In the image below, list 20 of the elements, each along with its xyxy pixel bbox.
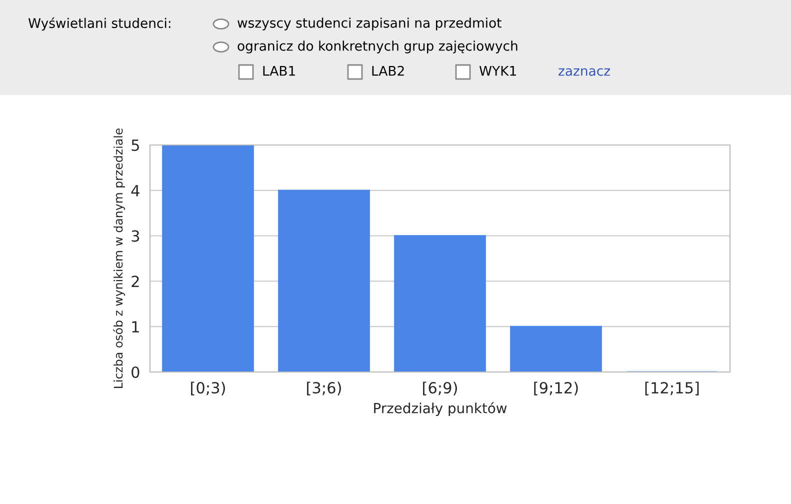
y-tick-label: 2 bbox=[132, 276, 139, 288]
y-axis-title: Liczba osób z wynikiem w danym przedziale bbox=[113, 128, 125, 388]
y-tick-label: 3 bbox=[132, 230, 140, 242]
text: WYK1 bbox=[479, 66, 516, 76]
text: LAB2 bbox=[372, 66, 404, 76]
y-tick-label: 1 bbox=[132, 321, 139, 332]
x-tick-label: [9;12) bbox=[534, 382, 578, 396]
x-tick-label: [0;3) bbox=[191, 382, 225, 396]
x-axis-title: Przedziały punktów bbox=[374, 402, 507, 416]
text: ogranicz do konkretnych grup zajęciowych bbox=[238, 40, 518, 54]
x-tick-label: [12;15] bbox=[645, 382, 699, 396]
text: LAB1 bbox=[263, 66, 295, 76]
text: wszyscy studenci zapisani na przedmiot bbox=[238, 18, 502, 30]
y-tick-label: 0 bbox=[132, 366, 140, 378]
x-tick-label: [3;6) bbox=[307, 382, 341, 396]
text: zaznacz bbox=[558, 68, 610, 76]
x-tick-label: [6;9) bbox=[423, 382, 457, 396]
text: Wyświetlani studenci: bbox=[28, 17, 170, 31]
y-tick-label: 5 bbox=[132, 140, 139, 152]
y-tick-label: 4 bbox=[131, 185, 140, 196]
